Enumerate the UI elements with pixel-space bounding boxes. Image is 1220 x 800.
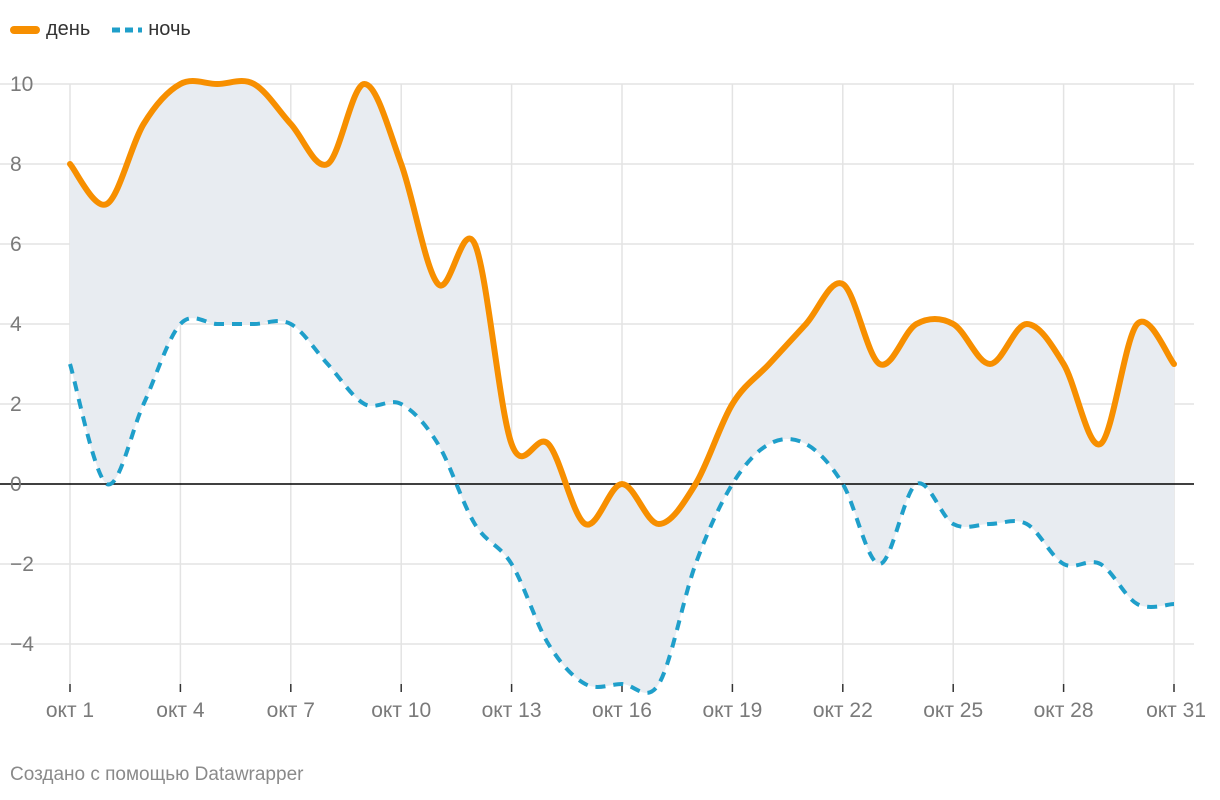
point-night[interactable]	[361, 401, 367, 407]
point-night[interactable]	[288, 321, 294, 327]
point-day[interactable]	[619, 481, 625, 487]
point-day[interactable]	[177, 81, 183, 87]
point-night[interactable]	[435, 441, 441, 447]
point-night[interactable]	[840, 481, 846, 487]
point-night[interactable]	[545, 641, 551, 647]
point-night[interactable]	[803, 441, 809, 447]
point-day[interactable]	[582, 521, 588, 527]
x-tick-label: окт 16	[592, 699, 652, 722]
point-day[interactable]	[435, 281, 441, 287]
x-tick-label: окт 25	[923, 699, 983, 722]
point-day[interactable]	[950, 321, 956, 327]
point-night[interactable]	[913, 481, 919, 487]
point-day[interactable]	[840, 281, 846, 287]
point-night[interactable]	[1134, 601, 1140, 607]
point-day[interactable]	[545, 441, 551, 447]
point-night[interactable]	[325, 361, 331, 367]
legend-label-night: ночь	[148, 18, 191, 40]
x-tick-label: окт 13	[482, 699, 542, 722]
x-tick-label: окт 4	[156, 699, 205, 722]
x-tick-label: окт 28	[1034, 699, 1094, 722]
point-day[interactable]	[766, 361, 772, 367]
point-night[interactable]	[509, 561, 515, 567]
x-tick-label: окт 22	[813, 699, 873, 722]
point-night[interactable]	[472, 521, 478, 527]
point-day[interactable]	[67, 161, 73, 167]
series-line-night[interactable]	[68, 316, 1175, 695]
point-night[interactable]	[251, 321, 257, 327]
y-tick-label: 6	[10, 233, 22, 256]
legend-item-day[interactable]: день	[10, 18, 90, 41]
point-night[interactable]	[1171, 601, 1177, 607]
point-night[interactable]	[1061, 561, 1067, 567]
point-night[interactable]	[177, 321, 183, 327]
y-tick-label: −4	[10, 633, 34, 656]
point-night[interactable]	[729, 481, 735, 487]
point-night[interactable]	[1024, 521, 1030, 527]
point-day[interactable]	[361, 81, 367, 87]
point-day[interactable]	[398, 161, 404, 167]
point-day[interactable]	[288, 121, 294, 127]
point-night[interactable]	[987, 521, 993, 527]
point-day[interactable]	[729, 401, 735, 407]
point-night[interactable]	[693, 561, 699, 567]
point-day[interactable]	[803, 321, 809, 327]
point-night[interactable]	[877, 561, 883, 567]
point-day[interactable]	[251, 81, 257, 87]
legend-swatch-day	[10, 25, 40, 34]
point-day[interactable]	[693, 481, 699, 487]
point-night[interactable]	[619, 681, 625, 687]
legend: день ночь	[10, 18, 191, 41]
point-day[interactable]	[1024, 321, 1030, 327]
point-day[interactable]	[104, 201, 110, 207]
y-tick-label: 10	[10, 73, 33, 96]
point-night[interactable]	[104, 481, 110, 487]
point-day[interactable]	[509, 441, 515, 447]
x-tick-label: окт 31	[1146, 699, 1206, 722]
x-tick-label: окт 7	[267, 699, 315, 722]
day-night-band	[70, 81, 1174, 693]
point-day[interactable]	[472, 241, 478, 247]
point-day[interactable]	[913, 321, 919, 327]
x-tick-label: окт 10	[371, 699, 431, 722]
point-day[interactable]	[1097, 441, 1103, 447]
point-day[interactable]	[325, 161, 331, 167]
y-tick-label: 2	[10, 393, 22, 416]
point-night[interactable]	[656, 681, 662, 687]
point-day[interactable]	[1061, 361, 1067, 367]
y-tick-label: 4	[10, 313, 22, 336]
series-line-day[interactable]	[67, 78, 1177, 528]
point-day[interactable]	[1171, 361, 1177, 367]
point-day[interactable]	[1134, 321, 1140, 327]
point-night[interactable]	[766, 441, 772, 447]
credit: Создано с помощью Datawrapper	[10, 764, 304, 785]
point-day[interactable]	[656, 521, 662, 527]
point-night[interactable]	[141, 401, 147, 407]
point-night[interactable]	[214, 321, 220, 327]
y-tick-label: 0	[10, 473, 22, 496]
point-day[interactable]	[214, 81, 220, 87]
legend-label-day: день	[46, 18, 91, 40]
x-tick-label: окт 1	[46, 699, 94, 722]
point-day[interactable]	[987, 361, 993, 367]
point-day[interactable]	[141, 121, 147, 127]
point-night[interactable]	[398, 401, 404, 407]
legend-item-night[interactable]: ночь	[112, 18, 191, 41]
point-night[interactable]	[950, 521, 956, 527]
y-tick-label: −2	[10, 553, 34, 576]
point-night[interactable]	[1097, 561, 1103, 567]
point-day[interactable]	[877, 361, 883, 367]
y-tick-label: 8	[10, 153, 22, 176]
point-night[interactable]	[582, 681, 588, 687]
x-tick-label: окт 19	[702, 699, 762, 722]
legend-swatch-night	[112, 27, 143, 32]
point-night[interactable]	[67, 361, 73, 367]
y-axis-labels: 10 8 6 4 2 0 −2 −4	[10, 73, 34, 656]
x-axis-labels: окт 1 окт 4 окт 7 окт 10 окт 13 окт 16 окт 19 о…	[46, 699, 1206, 722]
